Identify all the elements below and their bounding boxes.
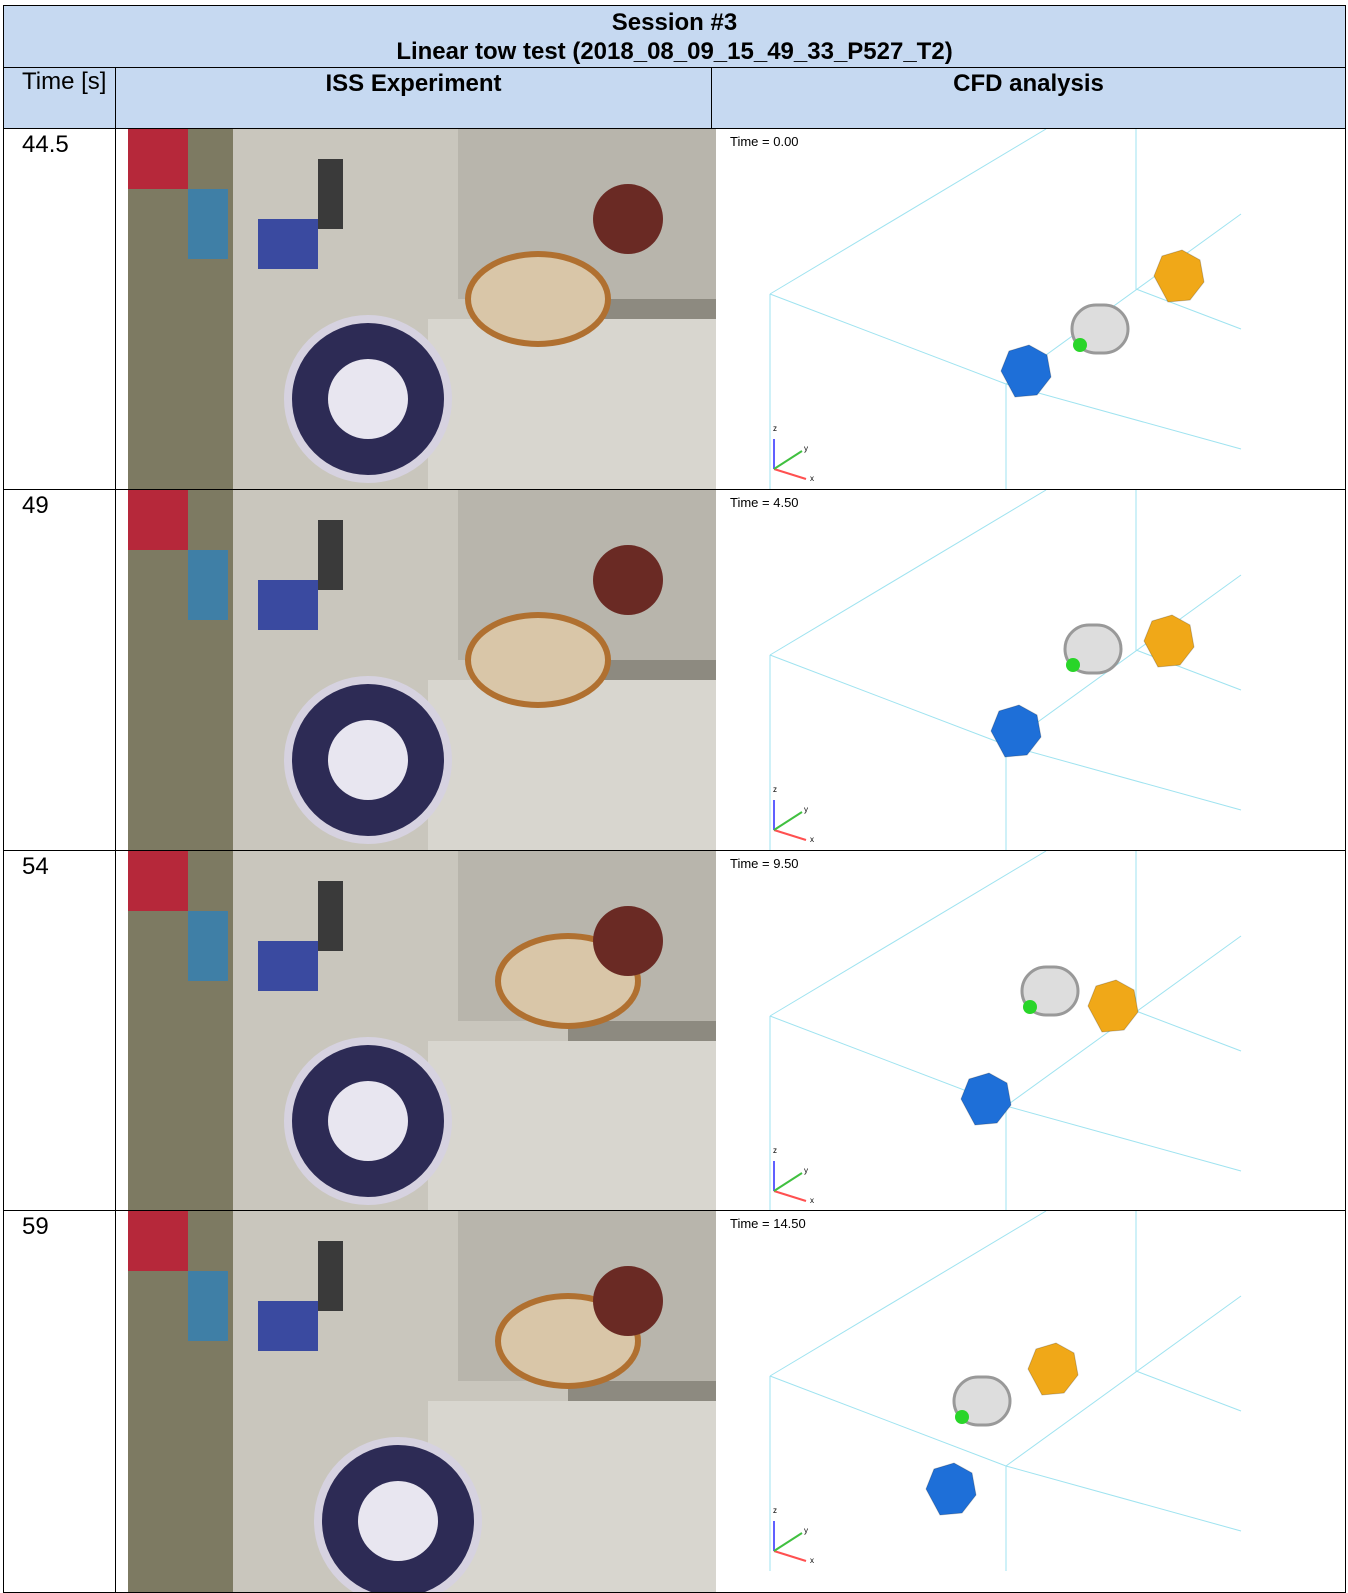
cfd-time-label: Time = 0.00 [730,134,799,149]
column-header: ISS Experiment [115,67,712,129]
subtitle: Linear tow test (2018_08_09_15_49_33_P52… [4,37,1345,66]
title: Session #3 [4,8,1345,37]
axis-label: y [804,805,808,814]
page: Session #3 Linear tow test (2018_08_09_1… [0,0,1348,1592]
axis-label: z [773,1506,777,1515]
axis-label: z [773,424,777,433]
iss-photo [128,129,716,489]
time-cell: 59 [3,1210,116,1593]
axis-label: x [810,474,814,483]
column-header: CFD analysis [711,67,1346,129]
cfd-render: Time = 4.50 z y x [716,490,1246,850]
time-cell: 49 [3,489,116,851]
axis-label: y [804,444,808,453]
axis-label: y [804,1526,808,1535]
axis-label: x [810,835,814,844]
cfd-time-label: Time = 9.50 [730,856,799,871]
cfd-render: Time = 14.50 z y x [716,1211,1246,1592]
time-cell: 54 [3,850,116,1211]
iss-photo [128,490,716,850]
cfd-render: Time = 0.00 z y x [716,129,1246,489]
axis-label: y [804,1166,808,1175]
axis-label: z [773,1146,777,1155]
cfd-time-label: Time = 4.50 [730,495,799,510]
table-title: Session #3 Linear tow test (2018_08_09_1… [3,5,1346,68]
column-header: Time [s] [3,67,116,129]
iss-photo [128,1211,716,1592]
axis-label: z [773,785,777,794]
iss-photo [128,851,716,1210]
axis-label: x [810,1196,814,1205]
axis-label: x [810,1556,814,1565]
cfd-render: Time = 9.50 z y x [716,851,1246,1210]
cfd-time-label: Time = 14.50 [730,1216,806,1231]
time-cell: 44.5 [3,128,116,490]
